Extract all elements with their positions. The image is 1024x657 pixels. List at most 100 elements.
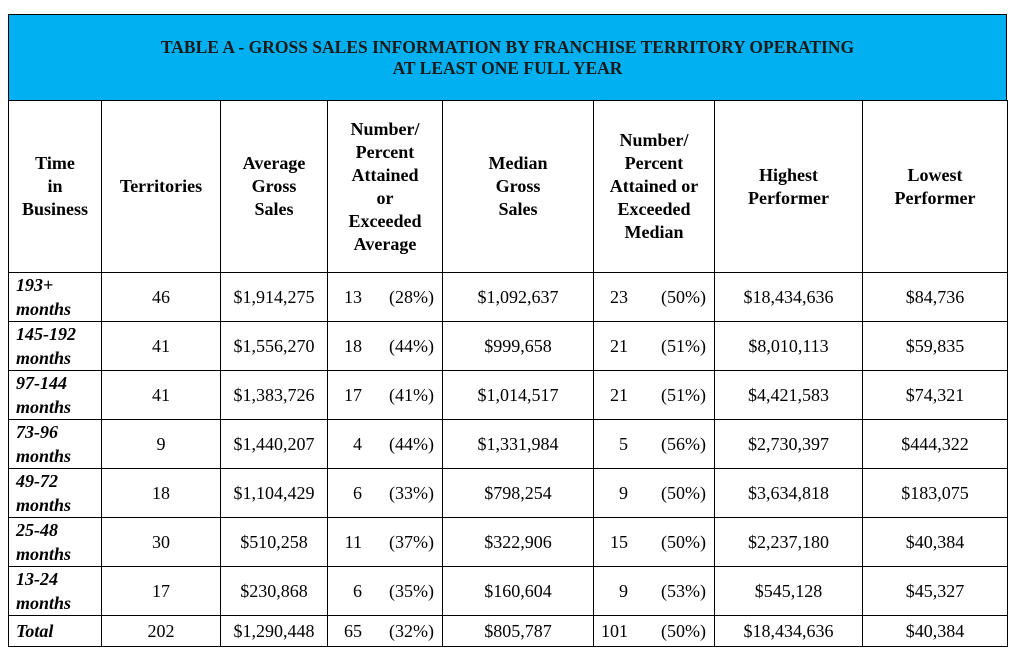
median-gross-sales-cell: $798,254 <box>442 468 594 518</box>
attained-average-cell-percent: (28%) <box>389 286 434 307</box>
median-gross-sales-value: $999,658 <box>484 335 552 356</box>
header-time-in-business: Time in Business <box>8 100 102 273</box>
table-title-line-1: TABLE A - GROSS SALES INFORMATION BY FRA… <box>160 36 855 57</box>
attained-median-cell-count: 21 <box>610 384 628 405</box>
table-title: TABLE A - GROSS SALES INFORMATION BY FRA… <box>8 14 1007 100</box>
table-row: 145-192 months 41 $1,556,270 18 (44%) $999,658… <box>8 321 1008 371</box>
attained-average-cell-count: 65 <box>344 620 362 641</box>
lowest-performer-cell: $183,075 <box>862 468 1008 518</box>
total-label: Total <box>16 621 54 641</box>
attained-median-cell: 9 (53%) <box>593 566 715 616</box>
median-gross-sales-value: $322,906 <box>484 531 552 552</box>
average-gross-sales-value: $1,556,270 <box>233 335 315 356</box>
territories-value: 41 <box>152 335 170 356</box>
lowest-performer-value: $74,321 <box>905 384 965 405</box>
time-line: 49-72 <box>16 471 58 491</box>
time-line: months <box>16 446 72 466</box>
median-gross-sales-cell: $805,787 <box>442 615 594 647</box>
highest-performer-value: $4,421,583 <box>748 384 829 405</box>
header-line: Time <box>35 153 75 173</box>
median-gross-sales-cell: $1,092,637 <box>442 272 594 322</box>
average-gross-sales-cell: $1,440,207 <box>220 419 328 469</box>
territories-cell: 17 <box>101 566 221 616</box>
median-gross-sales-cell: $1,331,984 <box>442 419 594 469</box>
attained-average-cell: 6 (35%) <box>327 566 443 616</box>
header-line: Exceeded <box>348 210 422 231</box>
territories-cell: 46 <box>101 272 221 322</box>
attained-average-cell: 6 (33%) <box>327 468 443 518</box>
attained-average-cell-count: 17 <box>344 384 362 405</box>
attained-average-cell: 18 (44%) <box>327 321 443 371</box>
territories-value: 9 <box>156 433 166 454</box>
time-line: 13-24 <box>16 569 58 589</box>
attained-median-cell: 23 (50%) <box>593 272 715 322</box>
time-in-business-cell: 97-144 months <box>8 370 102 420</box>
header-line: in <box>47 176 63 196</box>
attained-median-cell-count: 9 <box>619 482 628 503</box>
time-in-business-cell: 13-24 months <box>8 566 102 616</box>
header-line: Percent <box>355 141 415 162</box>
territories-value: 46 <box>152 286 170 307</box>
header-line: Lowest <box>907 164 963 185</box>
highest-performer-cell: $4,421,583 <box>714 370 863 420</box>
territories-value: 202 <box>147 620 175 641</box>
sales-table-container: TABLE A - GROSS SALES INFORMATION BY FRA… <box>8 14 1008 647</box>
median-gross-sales-value: $1,331,984 <box>477 433 559 454</box>
attained-average-cell-count: 13 <box>344 286 362 307</box>
territories-cell: 202 <box>101 615 221 647</box>
header-line: Median <box>624 222 684 242</box>
time-line: 97-144 <box>16 373 67 393</box>
table-row: 13-24 months 17 $230,868 6 (35%) $160,604 9 (53%… <box>8 566 1008 616</box>
header-territories: Territories <box>101 100 221 273</box>
time-in-business-cell: 49-72 months <box>8 468 102 518</box>
highest-performer-value: $2,237,180 <box>748 531 829 552</box>
attained-average-cell-count: 4 <box>353 433 362 454</box>
lowest-performer-cell: $40,384 <box>862 517 1008 567</box>
median-gross-sales-cell: $322,906 <box>442 517 594 567</box>
average-gross-sales-cell: $510,258 <box>220 517 328 567</box>
average-gross-sales-cell: $1,104,429 <box>220 468 328 518</box>
time-in-business-cell: 193+ months <box>8 272 102 322</box>
header-average-gross-sales: Average Gross Sales <box>220 100 328 273</box>
highest-performer-value: $8,010,113 <box>748 335 829 356</box>
header-line: Performer <box>894 187 976 208</box>
time-line: 73-96 <box>16 422 58 442</box>
header-line: Average <box>353 233 417 254</box>
table-row: 49-72 months 18 $1,104,429 6 (33%) $798,254 9 (5… <box>8 468 1008 518</box>
highest-performer-value: $18,434,636 <box>743 286 834 307</box>
attained-median-cell-percent: (51%) <box>661 335 706 356</box>
average-gross-sales-value: $230,868 <box>240 580 308 601</box>
average-gross-sales-value: $1,440,207 <box>233 433 315 454</box>
territories-cell: 41 <box>101 370 221 420</box>
attained-median-cell: 21 (51%) <box>593 321 715 371</box>
lowest-performer-cell: $444,322 <box>862 419 1008 469</box>
lowest-performer-value: $444,322 <box>901 433 969 454</box>
header-line: Sales <box>254 199 294 219</box>
header-line: Highest <box>758 164 818 185</box>
attained-average-cell-percent: (41%) <box>389 384 434 405</box>
lowest-performer-cell: $74,321 <box>862 370 1008 420</box>
attained-average-cell-percent: (32%) <box>389 620 434 641</box>
attained-median-cell-percent: (53%) <box>661 580 706 601</box>
lowest-performer-value: $45,327 <box>905 580 965 601</box>
time-line: months <box>16 593 72 613</box>
highest-performer-value: $545,128 <box>754 580 823 601</box>
lowest-performer-value: $183,075 <box>901 482 969 503</box>
time-line: months <box>16 397 72 417</box>
lowest-performer-cell: $84,736 <box>862 272 1008 322</box>
highest-performer-cell: $18,434,636 <box>714 272 863 322</box>
highest-performer-value: $3,634,818 <box>748 482 829 503</box>
average-gross-sales-value: $1,383,726 <box>233 384 315 405</box>
header-median-gross-sales: Median Gross Sales <box>442 100 594 273</box>
table-body: 193+ months 46 $1,914,275 13 (28%) $1,092,637 2… <box>8 272 1008 647</box>
average-gross-sales-value: $510,258 <box>240 531 308 552</box>
attained-median-cell-count: 9 <box>619 580 628 601</box>
territories-value: 17 <box>152 580 170 601</box>
header-line: Attained or <box>609 176 699 196</box>
attained-median-cell: 15 (50%) <box>593 517 715 567</box>
header-number-percent-average: Number/Percent Attained or Exceeded Average <box>327 100 443 273</box>
median-gross-sales-cell: $160,604 <box>442 566 594 616</box>
average-gross-sales-cell: $230,868 <box>220 566 328 616</box>
header-line: Number/ <box>350 118 420 139</box>
attained-median-cell: 21 (51%) <box>593 370 715 420</box>
